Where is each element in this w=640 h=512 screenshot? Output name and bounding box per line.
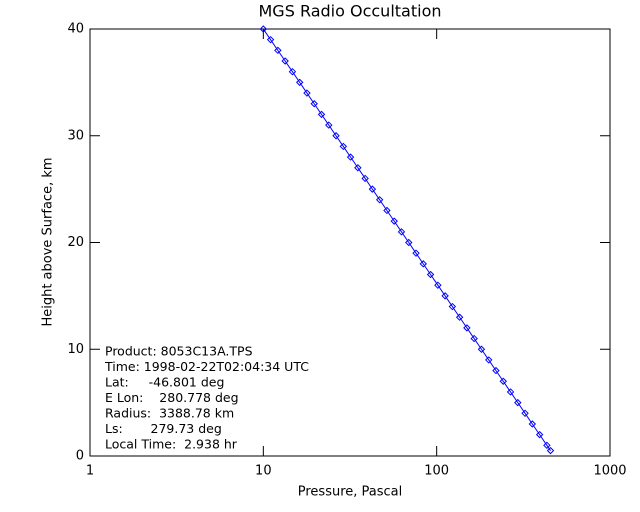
data-point xyxy=(455,313,464,321)
data-point xyxy=(274,46,282,55)
data-point xyxy=(303,89,311,97)
annotation: Ls: 279.73 deg xyxy=(105,421,222,436)
data-point xyxy=(492,366,500,375)
data-point xyxy=(332,132,340,140)
data-point xyxy=(434,281,442,289)
data-point xyxy=(397,228,406,236)
x-tick-label: 100 xyxy=(424,464,449,479)
data-point xyxy=(288,67,297,76)
x-tick-label: 10 xyxy=(255,464,272,479)
y-tick-label: 0 xyxy=(76,449,84,464)
annotation: Product: 8053C13A.TPS xyxy=(105,344,253,359)
y-tick-label: 30 xyxy=(67,128,84,143)
y-tick-label: 40 xyxy=(67,22,84,37)
annotation: Local Time: 2.938 hr xyxy=(105,437,238,452)
data-point xyxy=(470,334,478,343)
data-point xyxy=(259,25,268,33)
data-point xyxy=(368,185,377,193)
data-point xyxy=(325,121,333,129)
data-point xyxy=(295,78,304,87)
annotation: Lat: -46.801 deg xyxy=(105,375,224,390)
data-point xyxy=(354,164,362,172)
data-point xyxy=(426,270,435,279)
data-point xyxy=(463,324,471,332)
data-point xyxy=(390,217,398,225)
annotation: E Lon: 280.778 deg xyxy=(105,390,239,405)
x-tick-label: 1000 xyxy=(593,464,626,479)
data-point xyxy=(528,420,537,428)
data-point xyxy=(546,446,555,455)
data-point xyxy=(419,260,427,268)
data-point xyxy=(477,345,486,353)
chart-title: MGS Radio Occultation xyxy=(259,2,442,21)
x-tick-label: 1 xyxy=(86,464,94,479)
data-point xyxy=(543,441,551,450)
y-tick-label: 10 xyxy=(67,342,84,357)
data-point xyxy=(485,356,493,364)
data-point xyxy=(412,249,420,257)
data-point xyxy=(383,206,391,215)
data-line xyxy=(262,28,551,451)
y-tick-label: 20 xyxy=(67,235,84,250)
data-point xyxy=(514,398,522,407)
data-point xyxy=(448,302,457,311)
x-axis-label: Pressure, Pascal xyxy=(298,485,403,500)
data-point xyxy=(266,35,275,44)
data-point xyxy=(499,377,507,385)
data-point xyxy=(375,196,384,204)
annotation: Radius: 3388.78 km xyxy=(105,406,234,421)
y-axis-label: Height above Surface, km xyxy=(41,157,56,326)
data-point xyxy=(346,153,355,161)
data-point xyxy=(405,238,413,247)
data-point xyxy=(310,100,318,108)
data-point xyxy=(506,388,515,396)
data-point xyxy=(281,57,289,65)
data-point xyxy=(535,430,544,439)
data-point xyxy=(521,409,529,418)
data-point xyxy=(361,174,369,183)
data-point xyxy=(441,292,449,300)
data-point xyxy=(317,110,326,119)
annotation: Time: 1998-02-22T02:04:34 UTC xyxy=(104,359,309,374)
data-point xyxy=(339,142,348,151)
